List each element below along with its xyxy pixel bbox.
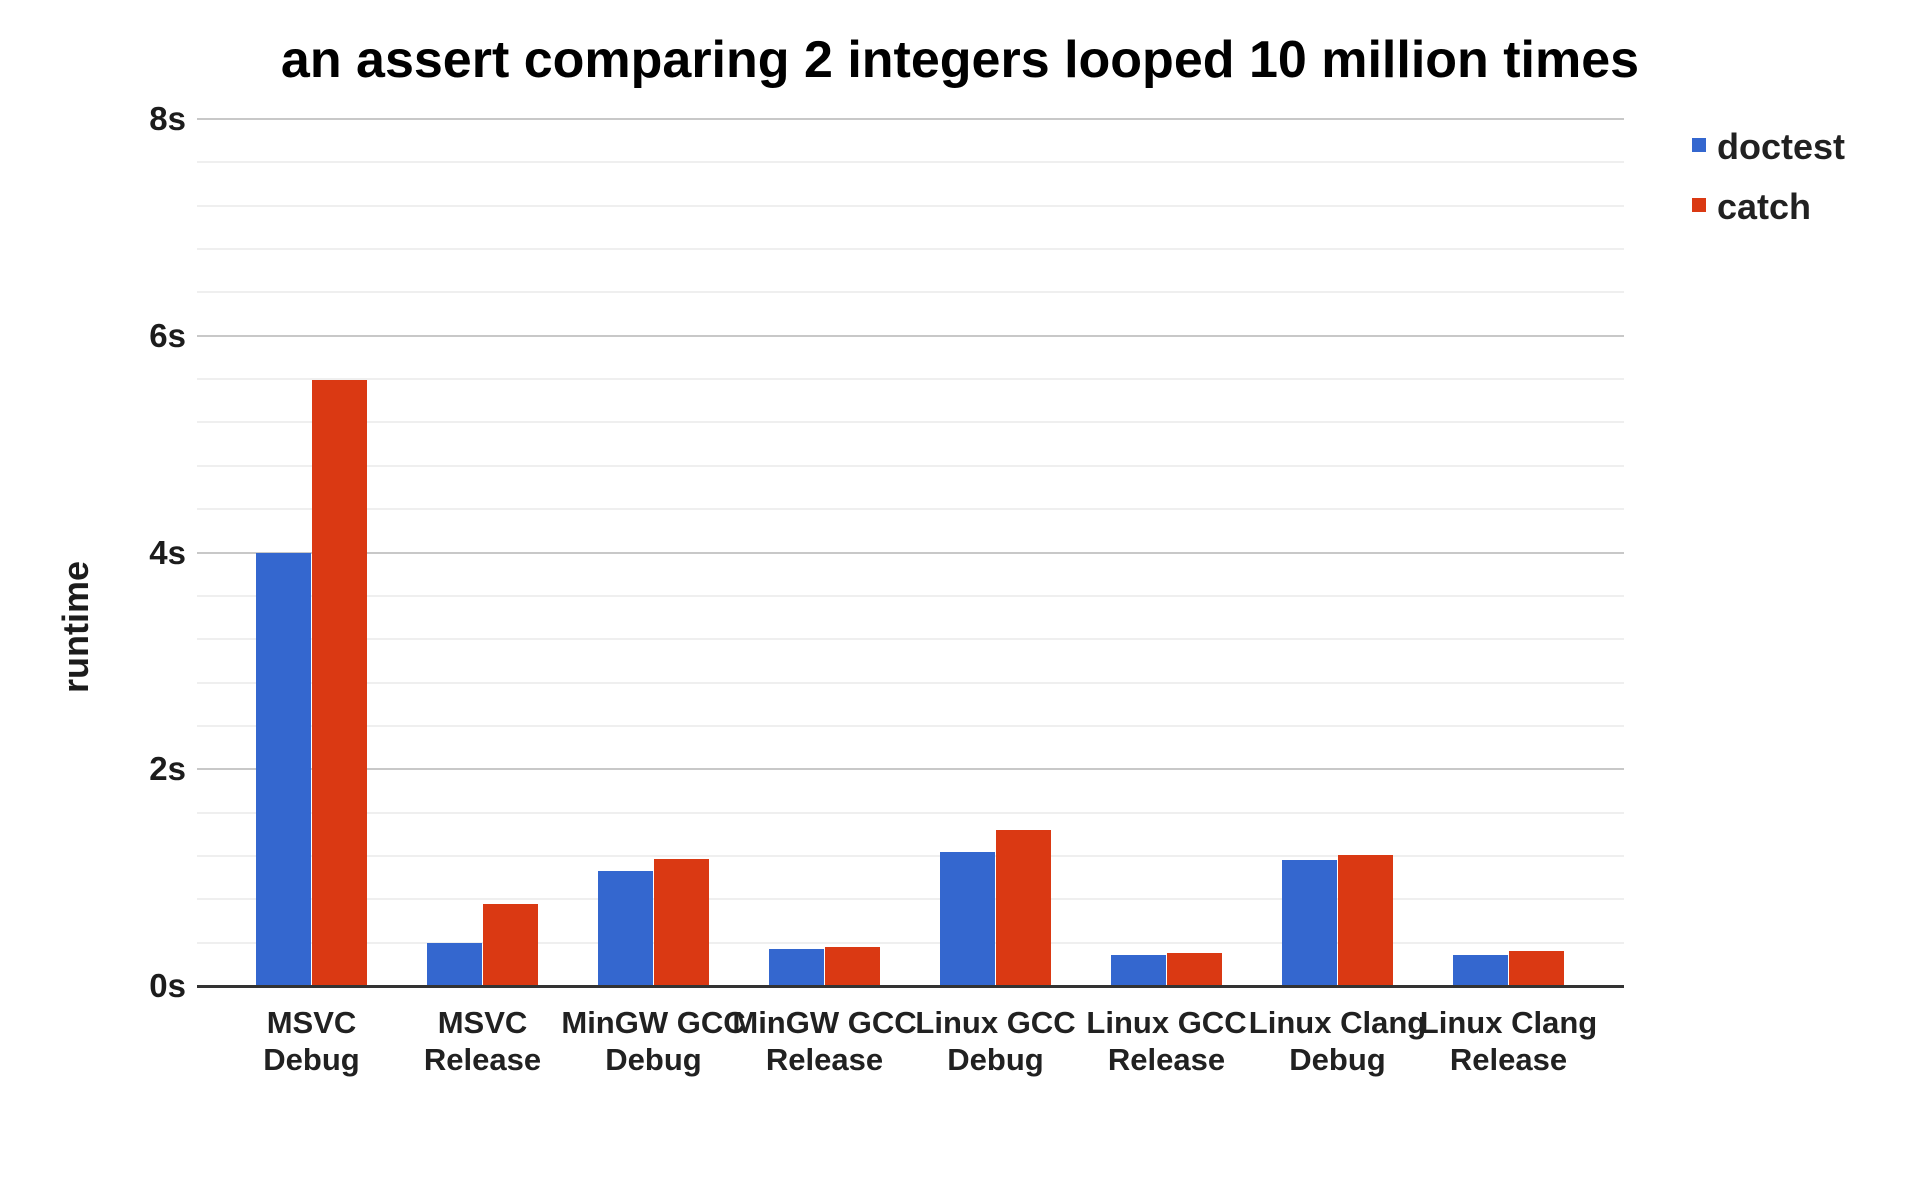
x-axis-label-msvc-debug: MSVC Debug — [263, 1004, 359, 1078]
x-axis-label-line: MinGW GCC — [561, 1005, 746, 1040]
x-axis-label-msvc-release: MSVC Release — [424, 1004, 541, 1078]
bar-catch-mingw-gcc-debug — [654, 859, 709, 986]
x-axis-label-line: Release — [423, 1042, 542, 1077]
legend: doctest catch — [1692, 128, 1845, 226]
minor-gridline-2.8s — [197, 681, 1624, 684]
legend-item-doctest: doctest — [1692, 128, 1845, 166]
x-axis-label-linux-gcc-release: Linux GCC Release — [1086, 1004, 1246, 1078]
minor-gridline-1.6s — [197, 811, 1624, 814]
bar-doctest-linux-clang-debug — [1282, 860, 1337, 986]
bar-doctest-linux-clang-release — [1453, 954, 1508, 986]
y-tick-label-4s: 4s — [149, 533, 186, 571]
bar-catch-msvc-debug — [312, 380, 367, 986]
x-axis-label-linux-gcc-debug: Linux GCC Debug — [915, 1004, 1075, 1078]
bar-doctest-msvc-debug — [256, 552, 311, 986]
x-axis-label-line: Debug — [947, 1042, 1044, 1077]
bar-doctest-linux-gcc-debug — [940, 851, 995, 986]
major-gridline-2.0s — [197, 768, 1624, 771]
x-axis-label-line: Linux GCC — [1086, 1005, 1247, 1040]
minor-gridline-5.2s — [197, 421, 1624, 424]
y-axis-title: runtime — [55, 560, 96, 694]
x-axis-label-line: MSVC — [266, 1005, 357, 1040]
y-tick-label-0s: 0s — [149, 966, 186, 1004]
minor-gridline-3.6s — [197, 594, 1624, 597]
x-axis-label-line: Release — [765, 1042, 884, 1077]
x-axis-label-line: Linux GCC — [915, 1005, 1076, 1040]
x-axis-label-line: Release — [1449, 1042, 1568, 1077]
x-axis-label-linux-clang-release: Linux Clang Release — [1420, 1004, 1597, 1078]
x-axis-label-line: Debug — [263, 1042, 360, 1077]
bar-catch-linux-gcc-release — [1167, 953, 1222, 986]
minor-gridline-4.8s — [197, 464, 1624, 467]
x-axis-label-mingw-gcc-release: MinGW GCC Release — [732, 1004, 916, 1078]
bar-catch-linux-clang-release — [1509, 951, 1564, 986]
bar-doctest-mingw-gcc-debug — [598, 871, 653, 986]
catch-legend-swatch-icon — [1692, 198, 1706, 212]
bar-catch-mingw-gcc-release — [825, 946, 880, 986]
x-axis-baseline — [197, 985, 1624, 988]
minor-gridline-3.2s — [197, 638, 1624, 641]
minor-gridline-0.4s — [197, 941, 1624, 944]
doctest-legend-swatch-icon — [1692, 138, 1706, 152]
legend-label-doctest: doctest — [1717, 126, 1846, 167]
legend-label-catch: catch — [1717, 186, 1812, 227]
minor-gridline-6.8s — [197, 248, 1624, 251]
minor-gridline-4.4s — [197, 508, 1624, 511]
y-tick-label-6s: 6s — [149, 316, 186, 354]
bar-doctest-linux-gcc-release — [1111, 954, 1166, 986]
x-axis-label-line: Linux Clang — [1248, 1005, 1427, 1040]
minor-gridline-7.2s — [197, 204, 1624, 207]
minor-gridline-1.2s — [197, 854, 1624, 857]
major-gridline-8.0s — [197, 118, 1624, 120]
legend-item-catch: catch — [1692, 188, 1845, 226]
minor-gridline-2.4s — [197, 724, 1624, 727]
bar-doctest-mingw-gcc-release — [769, 949, 824, 986]
x-axis-label-line: MinGW GCC — [732, 1005, 917, 1040]
bar-catch-linux-clang-debug — [1338, 854, 1393, 986]
x-axis-label-line: Release — [1107, 1042, 1226, 1077]
major-gridline-4.0s — [197, 551, 1624, 554]
y-tick-label-8s: 8s — [149, 99, 186, 137]
major-gridline-6.0s — [197, 334, 1624, 337]
bar-catch-msvc-release — [483, 903, 538, 986]
x-axis-label-line: MSVC — [437, 1005, 528, 1040]
bar-doctest-msvc-release — [427, 942, 482, 986]
minor-gridline-0.8s — [197, 898, 1624, 901]
x-axis-label-mingw-gcc-debug: MinGW GCC Debug — [561, 1004, 745, 1078]
x-axis-label-linux-clang-debug: Linux Clang Debug — [1249, 1004, 1426, 1078]
minor-gridline-7.6s — [197, 161, 1624, 164]
minor-gridline-5.6s — [197, 378, 1624, 381]
y-tick-label-2s: 2s — [149, 750, 186, 788]
x-axis-label-line: Debug — [1289, 1042, 1386, 1077]
x-axis-label-line: Debug — [605, 1042, 702, 1077]
x-axis-label-line: Linux Clang — [1419, 1005, 1598, 1040]
chart-title: an assert comparing 2 integers looped 10… — [280, 31, 1640, 89]
minor-gridline-6.4s — [197, 291, 1624, 294]
bar-catch-linux-gcc-debug — [996, 829, 1051, 986]
